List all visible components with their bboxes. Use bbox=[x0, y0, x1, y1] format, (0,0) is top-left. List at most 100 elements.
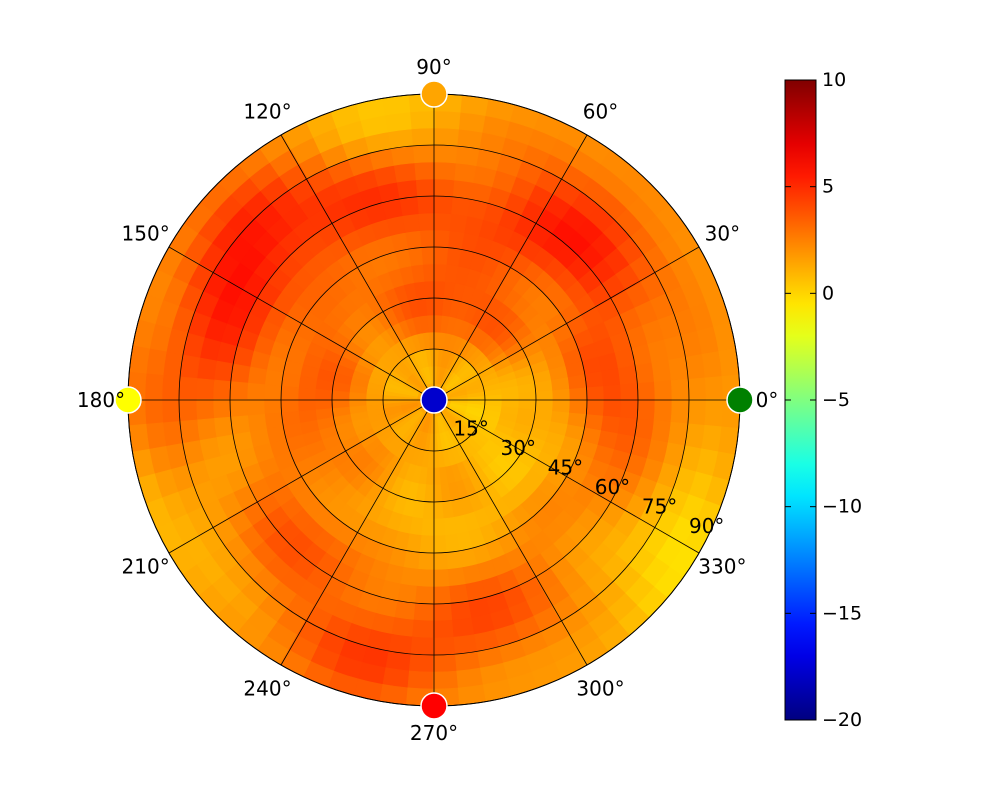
station-marker bbox=[420, 386, 448, 414]
colorbar-tick-label: −15 bbox=[822, 602, 862, 624]
angular-tick-label: 30° bbox=[705, 222, 740, 246]
angular-gridline bbox=[280, 134, 435, 401]
angular-gridline bbox=[433, 246, 700, 401]
station-marker bbox=[420, 80, 448, 108]
angular-gridline bbox=[433, 134, 588, 401]
heat-cell bbox=[432, 636, 458, 657]
heat-cell bbox=[501, 399, 521, 409]
heat-cell bbox=[413, 177, 436, 198]
angular-tick-label: 180° bbox=[77, 388, 125, 412]
heat-cell bbox=[432, 177, 455, 198]
heat-cell bbox=[687, 398, 708, 426]
heat-cell bbox=[432, 126, 460, 147]
heat-cell bbox=[602, 399, 623, 418]
colorbar-tick-label: −10 bbox=[822, 496, 862, 518]
heat-cell bbox=[457, 94, 489, 116]
heat-cell bbox=[194, 398, 215, 422]
angular-gridline bbox=[433, 399, 588, 666]
heat-cell bbox=[413, 602, 436, 623]
heat-cell bbox=[432, 653, 460, 674]
radial-tick-labels: 15° 30° 45° 60° 75° 90° bbox=[453, 417, 724, 539]
angular-tick-label: 0° bbox=[756, 388, 779, 412]
heat-cell bbox=[407, 109, 436, 130]
heat-cell bbox=[211, 379, 232, 402]
heat-cell bbox=[433, 228, 450, 248]
heat-cell bbox=[653, 378, 674, 402]
heat-cell bbox=[296, 387, 316, 401]
colorbar-tick-label: 5 bbox=[822, 176, 834, 198]
radial-tick-label: 60° bbox=[595, 475, 630, 499]
angular-gridline bbox=[168, 246, 435, 401]
heat-cell bbox=[569, 399, 589, 415]
heat-cell bbox=[177, 398, 198, 424]
heat-cell bbox=[670, 376, 691, 402]
heat-cell bbox=[432, 602, 455, 623]
station-marker bbox=[114, 386, 142, 414]
radial-tick-label: 90° bbox=[689, 514, 724, 538]
heat-cell bbox=[407, 670, 436, 691]
heat-cell bbox=[408, 126, 436, 147]
heat-cell bbox=[636, 379, 657, 402]
angular-tick-label: 300° bbox=[576, 676, 624, 700]
heat-cell bbox=[128, 345, 150, 377]
heat-cell bbox=[313, 388, 333, 401]
radial-tick-label: 45° bbox=[548, 456, 583, 480]
heat-cell bbox=[432, 143, 458, 164]
heat-cell bbox=[379, 684, 411, 706]
heat-cell bbox=[433, 313, 443, 333]
radial-tick-label: 30° bbox=[501, 436, 536, 460]
angular-tick-label: 210° bbox=[122, 555, 170, 579]
colorbar: 10 5 0 −5 −10 −15 −20 bbox=[784, 69, 862, 731]
heat-cell bbox=[704, 373, 725, 402]
radial-tick-label: 75° bbox=[642, 495, 677, 519]
angular-tick-label: 270° bbox=[410, 721, 458, 745]
angular-tick-label: 240° bbox=[243, 676, 291, 700]
heat-cell bbox=[330, 390, 350, 401]
heat-cell bbox=[535, 399, 555, 412]
angular-tick-labels: 0° 30° 60° 90° 120° 150° 180° 210° 240° 270° 300° 3… bbox=[77, 55, 778, 745]
angular-gridline bbox=[433, 399, 700, 554]
heat-cell bbox=[433, 211, 452, 232]
heat-cell bbox=[433, 245, 449, 265]
heat-cell bbox=[586, 399, 606, 416]
heat-cell bbox=[194, 378, 215, 402]
heat-cell bbox=[408, 653, 436, 674]
heat-cell bbox=[245, 382, 266, 401]
heat-cell bbox=[410, 143, 436, 164]
heat-cell bbox=[279, 385, 299, 401]
heat-cell bbox=[432, 194, 453, 215]
heat-cell bbox=[416, 568, 435, 589]
colorbar-tick-label: 0 bbox=[822, 282, 834, 304]
heat-cell bbox=[432, 670, 461, 691]
heatmap-surface bbox=[128, 94, 740, 706]
angular-tick-label: 330° bbox=[698, 555, 746, 579]
angular-tick-label: 120° bbox=[243, 100, 291, 124]
heat-cell bbox=[228, 381, 249, 402]
colorbar-tick-label: −20 bbox=[822, 709, 862, 731]
heat-cell bbox=[412, 619, 436, 640]
heat-cell bbox=[415, 585, 436, 606]
heat-cell bbox=[653, 398, 674, 422]
angular-gridline bbox=[280, 399, 435, 666]
angular-tick-label: 60° bbox=[583, 100, 618, 124]
heat-cell bbox=[347, 391, 367, 401]
heat-cell bbox=[704, 398, 725, 427]
heat-cell bbox=[143, 398, 164, 427]
heat-cell bbox=[424, 484, 435, 504]
angular-gridline bbox=[168, 399, 435, 554]
colorbar-tick-label: −5 bbox=[822, 389, 850, 411]
heat-cell bbox=[518, 399, 538, 410]
heat-cell bbox=[410, 636, 436, 657]
heat-cell bbox=[412, 160, 436, 181]
heat-cell bbox=[211, 398, 232, 421]
heat-cell bbox=[687, 374, 708, 402]
heat-cell bbox=[422, 501, 435, 521]
heat-cell bbox=[432, 160, 456, 181]
heat-cell bbox=[421, 518, 435, 538]
heat-cell bbox=[432, 619, 456, 640]
heat-cell bbox=[418, 552, 435, 572]
heat-cell bbox=[433, 279, 446, 299]
marker-layer bbox=[114, 80, 754, 720]
